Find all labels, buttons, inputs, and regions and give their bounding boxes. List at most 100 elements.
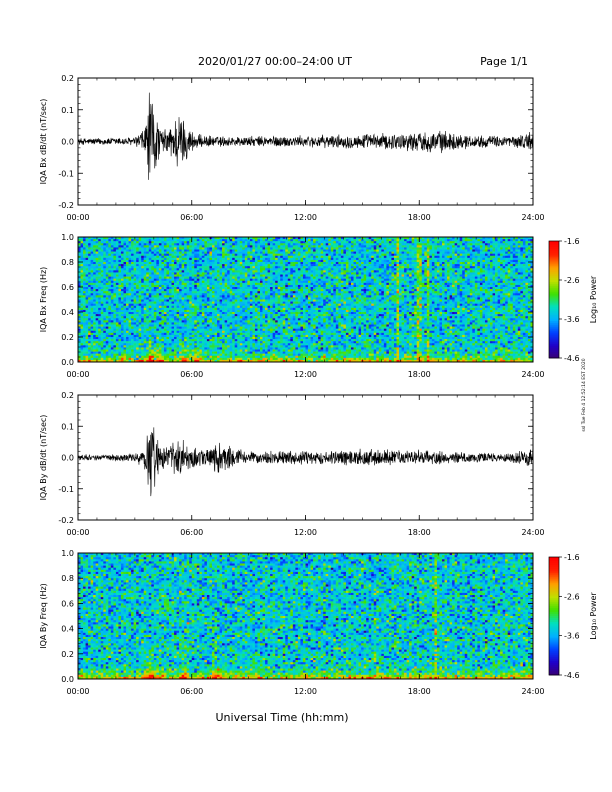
spectrogram-cell [111, 331, 114, 333]
spectrogram-cell [270, 258, 273, 260]
spectrogram-cell [86, 272, 89, 274]
spectrogram-cell [207, 337, 210, 339]
spectrogram-cell [245, 345, 248, 347]
spectrogram-cell [134, 302, 137, 304]
spectrogram-cell [212, 281, 215, 283]
spectrogram-cell [275, 268, 278, 270]
spectrogram-cell [217, 250, 220, 252]
spectrogram-cell [172, 304, 175, 306]
spectrogram-cell [237, 272, 240, 274]
spectrogram-cell [149, 297, 152, 299]
spectrogram-cell [227, 329, 230, 331]
spectrogram-cell [252, 320, 255, 322]
spectrogram-cell [134, 241, 137, 243]
spectrogram-cell [227, 275, 230, 277]
spectrogram-cell [235, 304, 238, 306]
spectrogram-cell [141, 327, 144, 329]
spectrogram-cell [207, 335, 210, 337]
spectrogram-cell [184, 358, 187, 360]
spectrogram-cell [131, 345, 134, 347]
spectrogram-cell [149, 283, 152, 285]
spectrogram-cell [144, 354, 147, 356]
spectrogram-cell [88, 270, 91, 272]
spectrogram-cell [96, 256, 99, 258]
spectrogram-cell [101, 289, 104, 291]
spectrogram-cell [166, 312, 169, 314]
spectrogram-cell [113, 329, 116, 331]
spectrogram-cell [275, 345, 278, 347]
spectrogram-cell [217, 343, 220, 345]
spectrogram-cell [225, 287, 228, 289]
spectrogram-cell [270, 333, 273, 335]
spectrogram-cell [265, 258, 268, 260]
spectrogram-cell [141, 325, 144, 327]
spectrogram-cell [270, 347, 273, 349]
spectrogram-cell [124, 312, 127, 314]
spectrogram-cell [111, 291, 114, 293]
spectrogram-cell [98, 241, 101, 243]
spectrogram-cell [179, 252, 182, 254]
spectrogram-cell [189, 314, 192, 316]
spectrogram-cell [139, 252, 142, 254]
spectrogram-cell [232, 343, 235, 345]
spectrogram-cell [118, 331, 121, 333]
spectrogram-cell [199, 341, 202, 343]
spectrogram-cell [98, 322, 101, 324]
spectrogram-cell [103, 258, 106, 260]
spectrogram-cell [161, 270, 164, 272]
spectrogram-cell [81, 266, 84, 268]
spectrogram-cell [280, 347, 283, 349]
spectrogram-cell [237, 256, 240, 258]
spectrogram-cell [252, 337, 255, 339]
spectrogram-cell [230, 287, 233, 289]
spectrogram-cell [265, 308, 268, 310]
spectrogram-cell [250, 354, 253, 356]
spectrogram-cell [278, 243, 281, 245]
spectrogram-cell [146, 264, 149, 266]
spectrogram-cell [263, 343, 266, 345]
spectrogram-cell [83, 262, 86, 264]
spectrogram-cell [227, 279, 230, 281]
spectrogram-cell [230, 356, 233, 358]
spectrogram-cell [215, 258, 218, 260]
spectrogram-cell [220, 297, 223, 299]
spectrogram-cell [182, 281, 185, 283]
spectrogram-cell [113, 268, 116, 270]
spectrogram-cell [81, 331, 84, 333]
spectrogram-cell [240, 354, 243, 356]
spectrogram-cell [204, 329, 207, 331]
spectrogram-cell [250, 347, 253, 349]
spectrogram-cell [245, 356, 248, 358]
spectrogram-cell [237, 300, 240, 302]
spectrogram-cell [159, 283, 162, 285]
spectrogram-cell [129, 295, 132, 297]
spectrogram-cell [121, 352, 124, 354]
spectrogram-cell [93, 262, 96, 264]
spectrogram-cell [101, 358, 104, 360]
spectrogram-cell [106, 272, 109, 274]
spectrogram-cell [220, 333, 223, 335]
spectrogram-cell [225, 322, 228, 324]
spectrogram-cell [151, 252, 154, 254]
spectrogram-cell [255, 247, 258, 249]
spectrogram-cell [159, 277, 162, 279]
spectrogram-cell [189, 252, 192, 254]
spectrogram-cell [91, 306, 94, 308]
spectrogram-cell [129, 352, 132, 354]
spectrogram-cell [212, 285, 215, 287]
spectrogram-cell [209, 322, 212, 324]
spectrogram-cell [257, 333, 260, 335]
spectrogram-cell [215, 285, 218, 287]
spectrogram-cell [164, 358, 167, 360]
spectrogram-cell [151, 312, 154, 314]
spectrogram-cell [108, 331, 111, 333]
spectrogram-cell [91, 316, 94, 318]
spectrogram-cell [116, 302, 119, 304]
spectrogram-cell [273, 264, 276, 266]
spectrogram-cell [156, 352, 159, 354]
spectrogram-cell [252, 247, 255, 249]
spectrogram-cell [255, 300, 258, 302]
spectrogram-cell [242, 268, 245, 270]
spectrogram-cell [174, 258, 177, 260]
spectrogram-cell [225, 295, 228, 297]
